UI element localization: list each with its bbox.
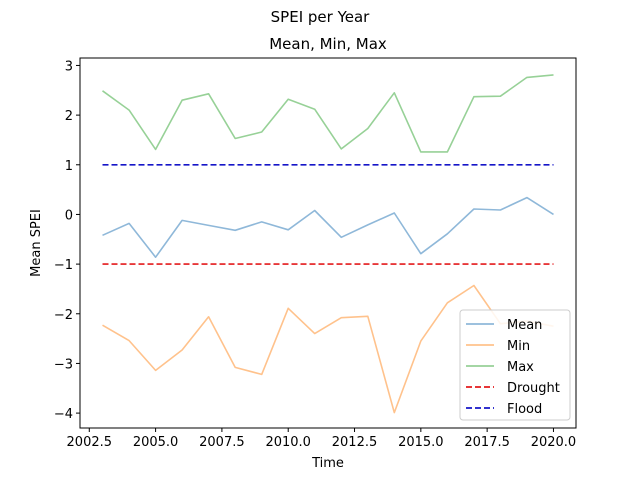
x-tick-label: 2002.5 bbox=[67, 435, 113, 450]
x-tick-label: 2017.5 bbox=[464, 435, 510, 450]
y-tick-label: −3 bbox=[54, 357, 73, 372]
series-line-mean bbox=[102, 196, 554, 259]
x-tick-label: 2007.5 bbox=[199, 435, 245, 450]
x-tick-label: 2012.5 bbox=[332, 435, 378, 450]
x-tick-label: 2010.0 bbox=[265, 435, 311, 450]
axes-frame bbox=[79, 57, 577, 429]
x-axis-ticks: 2002.5 2005.0 2007.5 2010.0 2012.5 2015.0 2017… bbox=[67, 428, 577, 450]
legend-label-mean: Mean bbox=[507, 318, 542, 333]
legend-label-flood: Flood bbox=[507, 402, 542, 417]
chart-legend: Mean Min Max Drought Flood bbox=[459, 309, 571, 421]
x-tick-label: 2005.0 bbox=[133, 435, 179, 450]
y-axis-label: Mean SPEI bbox=[29, 209, 44, 277]
y-axis-ticks: −4 −3 −2 −1 0 1 2 3 bbox=[54, 59, 80, 422]
plot-series-lines bbox=[102, 74, 554, 414]
legend-label-drought: Drought bbox=[507, 381, 560, 396]
y-tick-label: 2 bbox=[65, 109, 73, 124]
legend-label-min: Min bbox=[507, 339, 530, 354]
series-line-min bbox=[102, 284, 554, 414]
y-tick-label: 1 bbox=[65, 159, 73, 174]
y-tick-label: −4 bbox=[54, 407, 73, 422]
series-line-max bbox=[102, 74, 554, 153]
y-tick-label: 3 bbox=[65, 59, 73, 74]
chart-suptitle: SPEI per Year bbox=[271, 8, 371, 26]
legend-box bbox=[459, 309, 571, 421]
x-tick-label: 2015.0 bbox=[398, 435, 444, 450]
chart-title: Mean, Min, Max bbox=[269, 35, 387, 53]
y-tick-label: 0 bbox=[65, 208, 73, 223]
y-tick-label: −2 bbox=[54, 308, 73, 323]
x-axis-label: Time bbox=[311, 456, 344, 471]
legend-label-max: Max bbox=[507, 360, 534, 375]
y-tick-label: −1 bbox=[54, 258, 73, 273]
legend-items: Mean Min Max Drought Flood bbox=[466, 318, 560, 417]
x-tick-label: 2020.0 bbox=[531, 435, 577, 450]
